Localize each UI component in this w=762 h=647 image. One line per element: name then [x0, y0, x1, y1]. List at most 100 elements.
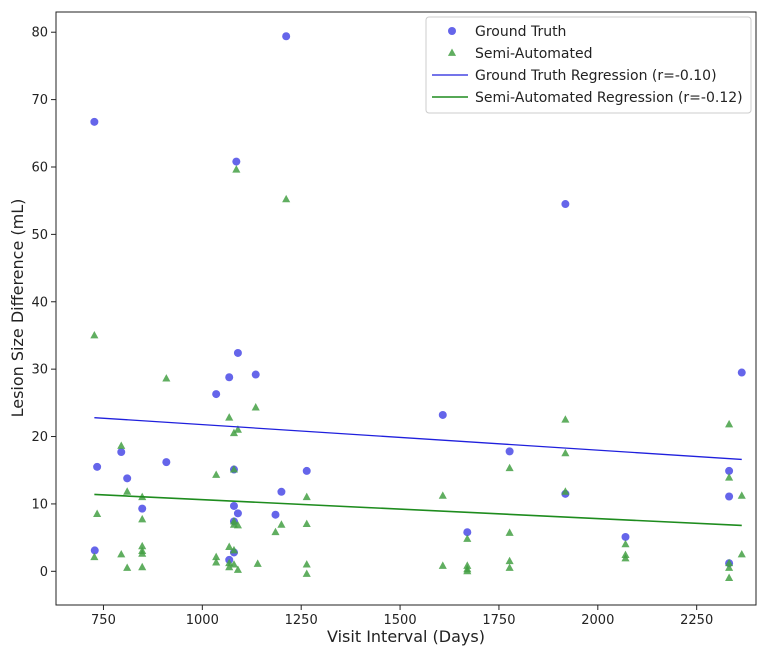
ground-truth-point-20: [282, 32, 291, 41]
semi-automated-point-40: [438, 491, 447, 499]
semi-automated-point-20: [225, 562, 234, 571]
semi-automated-point-5: [123, 487, 132, 495]
ground-truth-point-1: [90, 546, 99, 555]
semi-automated-point-21: [229, 428, 239, 437]
y-tick-label-60: 60: [31, 160, 48, 175]
ground-truth-point-24: [505, 447, 514, 456]
legend-semi-automated-marker: [447, 48, 457, 56]
ground-truth-point-23: [463, 528, 472, 537]
semi-automated-point-56: [725, 419, 734, 428]
semi-automated-point-39: [302, 569, 311, 577]
semi-automated-point-3: [117, 441, 126, 449]
legend-frame: [425, 16, 752, 114]
semi-automated-point-48: [505, 556, 514, 565]
semi-automated-point-38: [302, 560, 311, 568]
semi-automated-point-26: [229, 560, 239, 568]
semi-automated-point-53: [621, 539, 630, 548]
semi-automated-point-59: [725, 563, 734, 571]
semi-automated-point-9: [138, 541, 147, 550]
semi-automated-point-22: [229, 465, 239, 473]
semi-automated-point-2: [93, 509, 102, 517]
semi-automated-point-57: [725, 473, 734, 481]
semi-automated-point-28: [233, 425, 242, 433]
semi-automated-point-31: [251, 403, 260, 411]
y-axis: 0 10 20 30 40 50 60 70 80: [31, 26, 56, 580]
semi-automated-point-61: [737, 491, 746, 499]
semi-automated-point-46: [505, 463, 514, 472]
semi-automated-point-34: [277, 520, 286, 528]
legend: Ground Truth Semi-Automated Ground Truth R…: [425, 16, 752, 114]
semi-automated-point-6: [123, 563, 132, 571]
x-tick-label-2250: 2250: [680, 613, 713, 628]
x-tick-label-1500: 1500: [384, 613, 417, 628]
legend-label-0: Ground Truth: [475, 24, 566, 40]
ground-truth-point-19: [277, 487, 286, 496]
semi-automated-point-52: [561, 487, 570, 495]
ground-truth-point-8: [225, 373, 234, 382]
ground-truth-point-14: [232, 157, 241, 166]
semi-automated-point-51: [561, 448, 570, 457]
legend-label-2: Ground Truth Regression (r=-0.10): [475, 68, 717, 84]
semi-automated-point-1: [90, 552, 99, 561]
semi-automated-point-42: [463, 534, 472, 542]
ground-truth-point-31: [737, 368, 746, 377]
semi-automated-point-49: [505, 563, 514, 571]
ground-truth-point-28: [725, 466, 734, 475]
ground-truth-point-15: [233, 348, 242, 357]
ground-truth-point-17: [251, 370, 260, 379]
semi-automated-point-15: [212, 552, 221, 561]
legend-label-3: Semi-Automated Regression (r=-0.12): [475, 90, 743, 106]
ground-truth-point-10: [229, 501, 238, 510]
ground-truth-point-21: [302, 466, 311, 475]
x-tick-label-2000: 2000: [581, 613, 614, 628]
x-tick-label-750: 750: [91, 613, 116, 628]
x-tick-label-1000: 1000: [186, 613, 219, 628]
ground-truth-point-4: [123, 474, 132, 483]
ground-truth-point-29: [725, 492, 734, 501]
x-axis-label: Visit Interval (Days): [327, 627, 485, 646]
y-tick-label-80: 80: [31, 26, 48, 41]
semi-automated-point-33: [271, 527, 280, 536]
legend-label-1: Semi-Automated: [475, 46, 592, 62]
semi-automated-point-8: [138, 514, 147, 523]
ground-truth-point-7: [212, 390, 221, 399]
semi-automated-point-4: [117, 549, 126, 558]
y-axis-label: Lesion Size Difference (mL): [8, 199, 27, 418]
semi-automated-point-25: [229, 545, 239, 554]
semi-automated-point-41: [438, 561, 447, 569]
semi-automated-point-27: [232, 165, 241, 173]
semi-automated-point-36: [302, 492, 311, 501]
ground-truth-point-6: [162, 458, 171, 467]
semi-automated-point-37: [302, 519, 311, 528]
semi-automated-point-29: [233, 520, 242, 529]
semi-automated-regression-line: [94, 493, 742, 527]
regression-lines-layer: [94, 417, 742, 527]
y-tick-label-50: 50: [31, 228, 48, 243]
y-tick-label-0: 0: [40, 565, 48, 580]
semi-automated-point-58: [725, 558, 734, 567]
points-layer: [90, 32, 746, 581]
ground-truth-point-0: [90, 117, 99, 126]
semi-automated-point-35: [282, 194, 291, 203]
y-tick-label-70: 70: [31, 93, 48, 108]
semi-automated-point-45: [463, 566, 472, 575]
y-tick-label-30: 30: [31, 363, 48, 378]
ground-truth-point-25: [561, 200, 570, 209]
semi-automated-point-13: [162, 374, 171, 382]
y-tick-label-10: 10: [31, 497, 48, 512]
semi-automated-point-62: [737, 549, 746, 558]
semi-automated-point-18: [225, 542, 234, 550]
legend-items: Ground Truth Semi-Automated Ground Truth R…: [432, 24, 743, 106]
legend-ground-truth-marker: [448, 27, 456, 35]
semi-automated-point-30: [233, 565, 242, 573]
semi-automated-point-47: [505, 528, 514, 536]
ground-truth-point-2: [93, 462, 102, 471]
y-tick-label-40: 40: [31, 295, 48, 310]
ground-truth-point-22: [438, 410, 447, 419]
x-tick-label-1750: 1750: [482, 613, 515, 628]
semi-automated-point-14: [212, 470, 221, 478]
x-tick-label-1250: 1250: [285, 613, 318, 628]
ground-truth-regression-line: [94, 417, 742, 461]
semi-automated-point-0: [90, 330, 99, 339]
